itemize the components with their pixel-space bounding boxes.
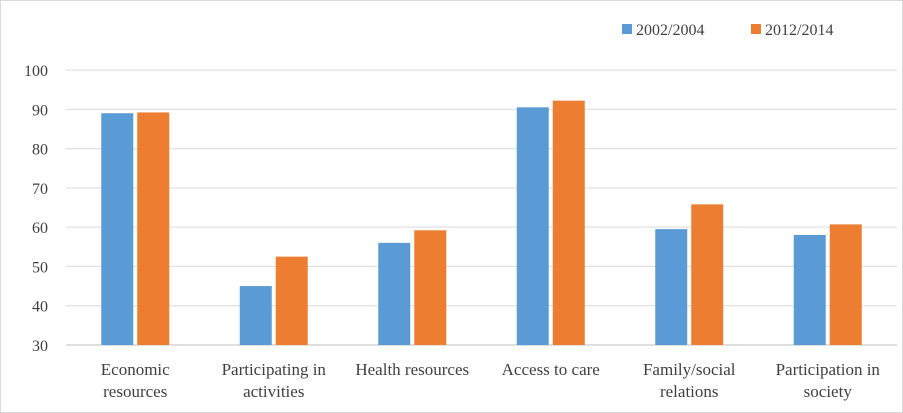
x-tick-label: Participating in activities (222, 360, 327, 401)
x-tick-label: Participation in society (776, 360, 881, 401)
bar-2012-2014-3 (552, 100, 585, 346)
gridlines (66, 69, 897, 346)
x-axis: Economic resources Participating in activit… (101, 360, 881, 401)
bar-2012-2014-2 (414, 230, 447, 345)
x-tick-label: Access to care (502, 360, 600, 379)
x-tick-label: Health resources (355, 360, 469, 379)
y-tick-label: 40 (32, 299, 48, 316)
y-tick-label: 50 (32, 259, 48, 276)
legend-swatch (751, 24, 761, 34)
y-tick-label: 30 (32, 338, 48, 355)
legend-label: 2002/2004 (636, 22, 704, 39)
legend-swatch (622, 24, 632, 34)
y-tick-label: 90 (32, 102, 48, 119)
bar-2002-2004-3 (516, 107, 549, 345)
bar-2002-2004-5 (793, 235, 826, 345)
bars (101, 100, 862, 346)
y-tick-label: 60 (32, 220, 48, 237)
y-axis: 30 40 50 60 70 80 90 100 (24, 63, 48, 355)
x-tick-label: Family/social relations (643, 360, 736, 401)
bar-2002-2004-2 (378, 242, 411, 345)
bar-2002-2004-1 (239, 286, 272, 345)
y-tick-label: 70 (32, 181, 48, 198)
bar-2002-2004-0 (101, 113, 134, 345)
bar-2012-2014-4 (691, 204, 724, 345)
legend-label: 2012/2014 (765, 22, 833, 39)
bar-2002-2004-4 (655, 229, 688, 345)
y-tick-label: 100 (24, 63, 48, 80)
legend: 2002/2004 2012/2014 (622, 22, 833, 39)
x-tick-label: Economic resources (101, 360, 170, 401)
bar-2012-2014-1 (275, 256, 308, 345)
bar-2012-2014-0 (137, 112, 170, 345)
bar-2012-2014-5 (829, 224, 862, 345)
y-tick-label: 80 (32, 142, 48, 159)
